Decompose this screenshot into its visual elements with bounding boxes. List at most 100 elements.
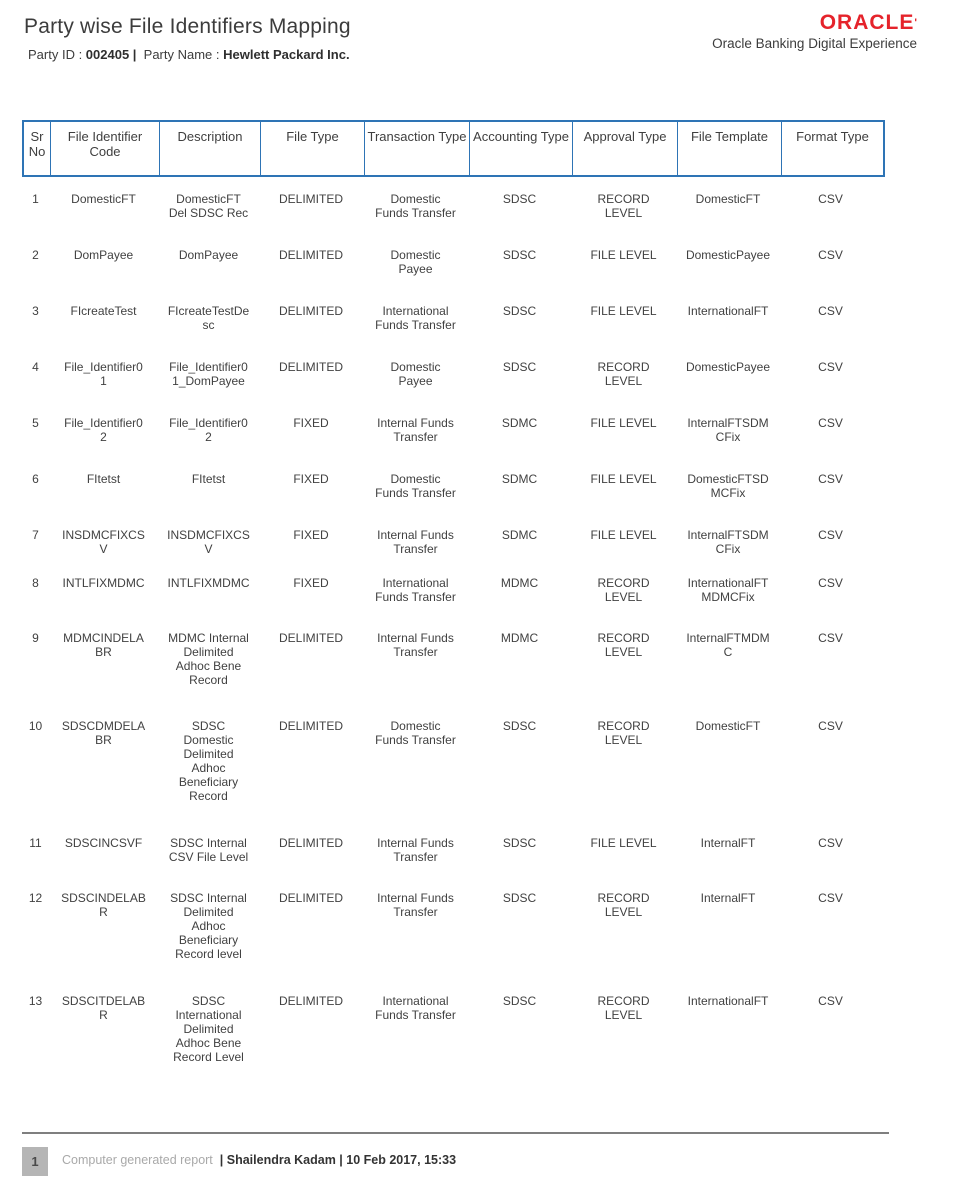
cell-format-type: CSV <box>818 891 843 905</box>
cell-sr: 1 <box>32 192 39 206</box>
cell-sr: 3 <box>32 304 39 318</box>
cell-file-template: DomesticFTSDMCFix <box>687 472 769 500</box>
cell-accounting-type: SDMC <box>501 472 538 486</box>
cell-sr: 5 <box>32 416 39 430</box>
cell-approval-type: FILE LEVEL <box>590 304 657 318</box>
table-row: 13 SDSCITDELABR SDSC International Delimit… <box>22 994 885 1084</box>
cell-approval-type: RECORD LEVEL <box>597 891 650 919</box>
cell-description: DomesticFT Del SDSC Rec <box>168 192 249 220</box>
cell-accounting-type: MDMC <box>500 576 539 590</box>
column-header-file-identifier-code: File Identifier Code <box>51 122 160 175</box>
cell-file-template: InternalFTSDMCFix <box>687 528 769 556</box>
table-header-row: Sr No File Identifier Code Description File… <box>22 120 885 177</box>
cell-accounting-type: SDSC <box>502 891 537 905</box>
footer-meta: | Shailendra Kadam | 10 Feb 2017, 15:33 <box>219 1153 457 1167</box>
cell-accounting-type: MDMC <box>500 631 539 645</box>
table-row: 10 SDSCDMDELABR SDSC Domestic Delimited Ad… <box>22 719 885 836</box>
cell-code: File_Identifier02 <box>64 416 143 444</box>
cell-accounting-type: SDSC <box>502 719 537 733</box>
table-row: 6 FItetst FItetst FIXED Domestic Funds Trans… <box>22 472 885 528</box>
cell-file-type: FIXED <box>293 528 329 542</box>
cell-sr: 12 <box>28 891 43 905</box>
cell-format-type: CSV <box>818 192 843 206</box>
cell-accounting-type: SDMC <box>501 416 538 430</box>
cell-approval-type: RECORD LEVEL <box>597 631 650 659</box>
cell-format-type: CSV <box>818 248 843 262</box>
column-header-accounting-type: Accounting Type <box>470 122 573 175</box>
cell-transaction-type: International Funds Transfer <box>375 304 456 332</box>
cell-sr: 8 <box>32 576 39 590</box>
cell-sr: 11 <box>29 836 42 850</box>
cell-file-type: DELIMITED <box>278 192 343 206</box>
cell-approval-type: FILE LEVEL <box>590 836 657 850</box>
cell-code: SDSCINCSVF <box>64 836 143 850</box>
cell-accounting-type: SDSC <box>502 836 537 850</box>
column-header-file-template: File Template <box>678 122 782 175</box>
cell-format-type: CSV <box>818 576 843 590</box>
cell-file-type: FIXED <box>293 416 329 430</box>
footer-text: Computer generated report | Shailendra Ka… <box>62 1153 456 1167</box>
cell-transaction-type: Domestic Payee <box>390 360 441 388</box>
table-row: 11 SDSCINCSVF SDSC Internal CSV File Level… <box>22 836 885 891</box>
cell-file-template: InternalFT <box>700 891 756 905</box>
cell-sr: 9 <box>32 631 39 645</box>
party-id-value: 002405 | <box>85 47 137 62</box>
cell-description: SDSC Internal Delimited Adhoc Beneficiar… <box>170 891 247 961</box>
table-row: 2 DomPayee DomPayee DELIMITED Domestic Payee… <box>22 248 885 304</box>
cell-transaction-type: Internal Funds Transfer <box>377 528 454 556</box>
cell-file-template: InternalFTSDMCFix <box>687 416 769 444</box>
cell-file-template: InternationalFT <box>687 994 769 1008</box>
table-row: 7 INSDMCFIXCSV INSDMCFIXCSV FIXED Internal F… <box>22 528 885 576</box>
cell-code: MDMCINDELABR <box>63 631 144 659</box>
cell-description: FItetst <box>191 472 226 486</box>
cell-approval-type: FILE LEVEL <box>590 416 657 430</box>
cell-file-type: DELIMITED <box>278 248 343 262</box>
cell-sr: 10 <box>28 719 43 733</box>
cell-accounting-type: SDMC <box>501 528 538 542</box>
table-row: 1 DomesticFT DomesticFT Del SDSC Rec DELIMI… <box>22 192 885 248</box>
cell-transaction-type: International Funds Transfer <box>375 994 456 1022</box>
generated-report-label: Computer generated report <box>62 1153 213 1167</box>
cell-file-type: DELIMITED <box>278 631 343 645</box>
cell-format-type: CSV <box>818 472 843 486</box>
footer-divider <box>22 1132 889 1134</box>
table-row: 3 FIcreateTest FIcreateTestDesc DELIMITED In… <box>22 304 885 360</box>
cell-file-template: InternationalFTMDMCFix <box>687 576 769 604</box>
table-row: 9 MDMCINDELABR MDMC Internal Delimited Adh… <box>22 631 885 719</box>
cell-format-type: CSV <box>818 304 843 318</box>
cell-description: INTLFIXMDMC <box>167 576 250 590</box>
cell-description: INSDMCFIXCSV <box>167 528 250 556</box>
cell-code: File_Identifier01 <box>64 360 143 388</box>
cell-approval-type: FILE LEVEL <box>590 528 657 542</box>
cell-approval-type: FILE LEVEL <box>590 248 657 262</box>
cell-code: SDSCITDELABR <box>61 994 146 1022</box>
cell-format-type: CSV <box>818 836 843 850</box>
cell-transaction-type: Internal Funds Transfer <box>377 416 454 444</box>
column-header-sr-no: Sr No <box>24 122 51 175</box>
cell-code: DomPayee <box>73 248 134 262</box>
cell-description: SDSC International Delimited Adhoc Bene … <box>173 994 244 1064</box>
cell-sr: 6 <box>32 472 39 486</box>
file-identifiers-table: Sr No File Identifier Code Description File… <box>22 120 885 1084</box>
cell-file-template: InternalFT <box>700 836 756 850</box>
cell-format-type: CSV <box>818 528 843 542</box>
cell-file-template: DomesticPayee <box>685 360 771 374</box>
party-id-label: Party ID : <box>28 47 86 62</box>
cell-file-type: DELIMITED <box>278 719 343 733</box>
cell-description: File_Identifier01_DomPayee <box>169 360 248 388</box>
cell-transaction-type: Domestic Funds Transfer <box>375 192 456 220</box>
cell-description: MDMC Internal Delimited Adhoc Bene Recor… <box>168 631 249 687</box>
cell-file-type: FIXED <box>293 576 329 590</box>
column-header-transaction-type: Transaction Type <box>365 122 470 175</box>
party-name-label: Party Name : <box>136 47 224 62</box>
table-row: 5 File_Identifier02 File_Identifier02 FIXED… <box>22 416 885 472</box>
cell-format-type: CSV <box>818 360 843 374</box>
cell-transaction-type: Domestic Payee <box>390 248 441 276</box>
cell-description: File_Identifier02 <box>169 416 248 444</box>
oracle-logo-mark: ' <box>914 17 917 29</box>
cell-accounting-type: SDSC <box>502 360 537 374</box>
cell-file-template: InternationalFT <box>687 304 769 318</box>
page-number-badge: 1 <box>22 1147 48 1176</box>
cell-file-type: DELIMITED <box>278 836 343 850</box>
